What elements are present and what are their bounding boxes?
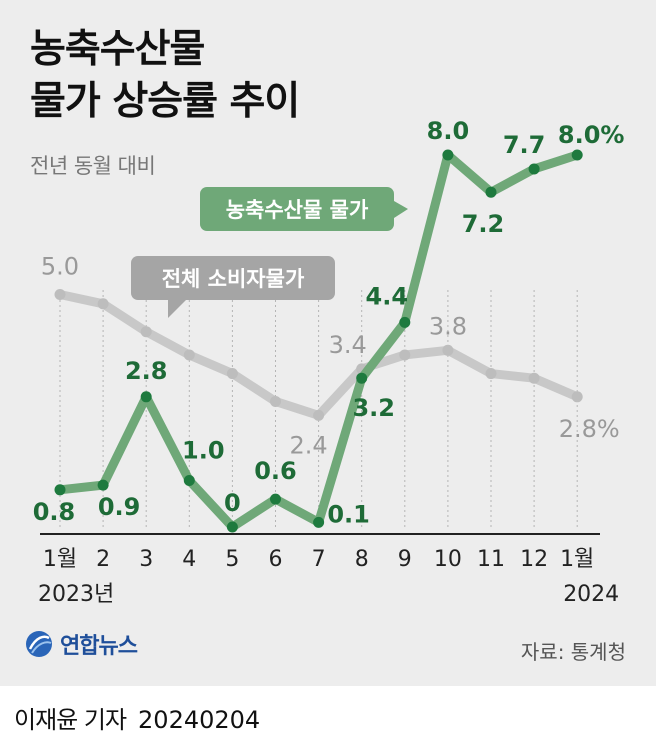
x-tick-label-0: 1월 bbox=[43, 547, 77, 572]
gray-point-3 bbox=[183, 349, 195, 361]
x-tick-label-2: 3 bbox=[139, 547, 153, 572]
logo-text: 연합뉴스 bbox=[60, 634, 138, 659]
green-data-label-6: 0.1 bbox=[327, 500, 370, 528]
x-tick-label-9: 10 bbox=[434, 547, 462, 572]
year-label-start: 2023년 bbox=[38, 582, 114, 607]
legend-box-green bbox=[200, 187, 394, 231]
x-tick-label-1: 2 bbox=[96, 547, 110, 572]
x-tick-label-5: 6 bbox=[269, 547, 283, 572]
x-tick-label-12: 1월 bbox=[560, 547, 594, 572]
green-data-label-11: 7.7 bbox=[503, 131, 546, 159]
gray-point-9 bbox=[442, 344, 454, 356]
chart-subtitle: 전년 동월 대비 bbox=[30, 154, 156, 178]
green-data-label-1: 0.9 bbox=[98, 493, 141, 521]
green-data-label-12: 8.0% bbox=[558, 121, 625, 149]
green-data-label-9: 8.0 bbox=[427, 117, 470, 145]
green-point-6 bbox=[313, 516, 325, 528]
gray-point-5 bbox=[270, 395, 281, 407]
gray-point-1 bbox=[97, 298, 109, 310]
green-point-3 bbox=[183, 475, 195, 486]
green-data-label-10: 7.2 bbox=[462, 210, 505, 238]
gray-point-8 bbox=[399, 349, 411, 361]
green-data-label-3: 1.0 bbox=[182, 437, 225, 465]
green-data-label-5: 0.6 bbox=[254, 457, 297, 485]
gray-data-label-12: 2.8% bbox=[559, 415, 620, 443]
gray-point-12 bbox=[571, 391, 583, 403]
x-tick-label-6: 7 bbox=[312, 547, 326, 572]
gray-point-6 bbox=[313, 409, 325, 421]
title-line-2: 물가 상승률 추이 bbox=[30, 79, 300, 124]
gray-data-label-9: 3.8 bbox=[429, 312, 467, 340]
x-tick-label-4: 5 bbox=[225, 547, 239, 572]
publish-date: 20240204 bbox=[138, 706, 261, 734]
legend-pointer-gray bbox=[168, 300, 186, 318]
gray-data-label-7: 3.4 bbox=[329, 331, 367, 359]
line-chart: 1월 2 3 4 5 6 7 8 9 10 11 12 1월 2023년 2024 5.0 2.4 3.4 3.8 2… bbox=[33, 117, 625, 607]
green-point-11 bbox=[528, 163, 540, 175]
green-point-2 bbox=[140, 391, 152, 403]
x-tick-label-10: 11 bbox=[477, 547, 505, 572]
footer: 이재윤 기자 20240204 bbox=[0, 686, 656, 744]
green-point-1 bbox=[97, 479, 109, 491]
green-point-5 bbox=[270, 493, 281, 505]
green-data-label-2: 2.8 bbox=[125, 357, 168, 385]
legend-pointer-green bbox=[394, 201, 408, 218]
source-note: 자료: 통계청 bbox=[520, 640, 626, 664]
gray-point-0 bbox=[54, 289, 66, 300]
reporter-name: 이재윤 기자 bbox=[14, 706, 127, 734]
credit-line: 이재윤 기자 20240204 bbox=[14, 700, 260, 735]
green-point-7 bbox=[356, 372, 368, 384]
legend-box-gray bbox=[131, 256, 335, 300]
green-point-9 bbox=[442, 149, 454, 161]
title-line-1: 농축수산물 bbox=[30, 27, 205, 72]
x-tick-label-7: 8 bbox=[355, 547, 369, 572]
x-tick-label-3: 4 bbox=[182, 547, 196, 572]
gray-point-2 bbox=[140, 326, 152, 338]
year-label-end: 2024 bbox=[563, 582, 619, 607]
green-point-0 bbox=[54, 484, 66, 496]
x-tick-label-8: 9 bbox=[398, 547, 412, 572]
gray-series-line bbox=[55, 290, 582, 420]
green-data-label-8: 4.4 bbox=[366, 282, 409, 310]
green-data-label-4: 0 bbox=[224, 489, 241, 517]
chart-title: 농축수산물 물가 상승률 추이 bbox=[30, 24, 300, 128]
legend-label-gray: 전체 소비자물가 bbox=[162, 267, 305, 291]
globe-logo-icon bbox=[26, 631, 52, 657]
x-tick-label-11: 12 bbox=[520, 547, 548, 572]
gray-data-label-0: 5.0 bbox=[41, 253, 79, 281]
legend-label-green: 농축수산물 물가 bbox=[226, 198, 369, 222]
infographic-card: 농축수산물 물가 상승률 추이 전년 동월 대비 1월 2 3 4 5 6 7 8 9 10 11 1… bbox=[0, 0, 656, 686]
gray-point-11 bbox=[528, 372, 540, 384]
green-point-12 bbox=[571, 149, 583, 161]
green-point-10 bbox=[485, 186, 497, 198]
green-point-4 bbox=[226, 521, 238, 533]
gray-data-label-6: 2.4 bbox=[290, 431, 328, 459]
green-data-label-7: 3.2 bbox=[352, 394, 395, 422]
gray-point-4 bbox=[226, 368, 238, 380]
green-data-label-0: 0.8 bbox=[33, 498, 76, 526]
gray-point-10 bbox=[485, 368, 497, 380]
yonhap-logo: 연합뉴스 bbox=[24, 628, 138, 660]
green-point-8 bbox=[399, 316, 411, 328]
